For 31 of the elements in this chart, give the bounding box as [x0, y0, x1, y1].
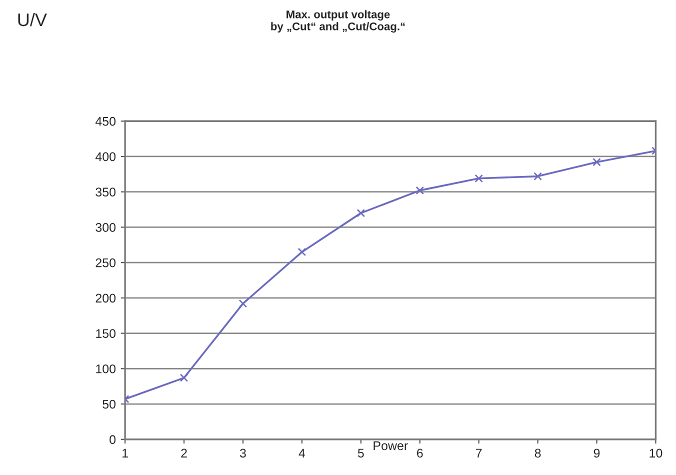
x-tick-label: 1 [122, 448, 128, 458]
point [238, 299, 248, 308]
y-tick-label: 150 [96, 329, 116, 338]
y-tick-label: 450 [95, 116, 116, 126]
point [180, 374, 188, 382]
x-tick-label: 10 [650, 448, 662, 458]
y-tick-label: 300 [96, 223, 116, 232]
y-tick-label: 250 [96, 258, 116, 268]
point [416, 186, 424, 195]
point [592, 158, 601, 166]
y-tick-label: 0 [110, 435, 116, 444]
y-tick-label: 400 [95, 152, 116, 162]
text: U/V [18, 12, 47, 26]
y-tick-label: 200 [96, 294, 116, 303]
x-tick-label: 7 [476, 448, 482, 458]
point [474, 174, 483, 183]
point [534, 172, 542, 180]
y-tick-label: 350 [96, 188, 116, 196]
x-tick-label: 3 [240, 448, 246, 458]
y-tick-label: 50 [102, 400, 116, 409]
point [356, 208, 366, 218]
x-tick-label: 2 [181, 448, 187, 458]
x-tick-label: 6 [417, 448, 423, 458]
chart-title: Max. output voltage by „Cut“ and „Cut/Coag.“ [271, 10, 405, 33]
y-tick-label: 100 [96, 364, 116, 374]
x-tick-label: 4 [298, 448, 306, 458]
x-axis-title: Power [374, 441, 408, 450]
x-tick-label: 8 [534, 448, 541, 458]
x-tick-label: 9 [594, 448, 600, 458]
point [298, 248, 306, 256]
x-tick-label: 5 [358, 448, 364, 458]
